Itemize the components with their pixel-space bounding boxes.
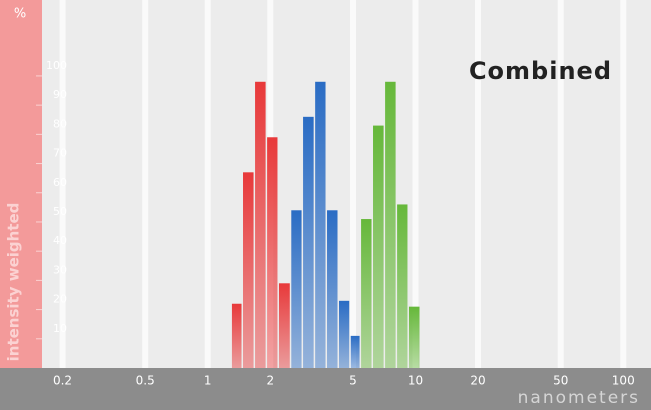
x-axis-band [0,368,651,410]
y-tick-label: 80 [53,117,67,130]
x-tick-label: 50 [553,374,568,388]
bar [267,137,278,368]
bar [361,219,372,368]
x-tick-label: 0.2 [53,374,72,388]
bar [408,306,420,368]
y-tick-label: 90 [53,88,67,101]
bar [303,116,314,368]
x-tick-label: 2 [266,374,274,388]
y-tick-label: 70 [53,147,67,160]
y-tick-label: 60 [53,176,67,189]
bar [397,204,408,368]
y-tick-label: 10 [53,322,67,335]
bar [255,81,266,369]
x-tick-label: 0.5 [136,374,155,388]
bar [350,335,360,368]
bar [373,125,384,368]
y-tick-label: 100 [46,59,67,72]
bar [291,210,302,368]
y-axis-label: intensity weighted [5,203,23,362]
bar [339,300,350,368]
y-tick-label: 20 [53,293,67,306]
bar [231,303,242,368]
bar [327,210,338,368]
y-tick-label: 50 [53,205,67,218]
x-tick-label: 20 [470,374,485,388]
chart-title: Combined [469,57,612,85]
x-axis-label: nanometers [518,388,640,408]
bar [278,283,290,368]
bar [243,172,254,368]
y-tick-label: 30 [53,263,67,276]
x-tick-label: 1 [204,374,212,388]
bar [385,81,396,369]
y-axis-band [0,0,42,368]
x-tick-label: 10 [408,374,423,388]
bar [315,81,326,369]
x-tick-label: 5 [349,374,357,388]
x-tick-label: 100 [612,374,635,388]
y-unit: % [14,7,26,22]
y-tick-label: 40 [53,234,67,247]
